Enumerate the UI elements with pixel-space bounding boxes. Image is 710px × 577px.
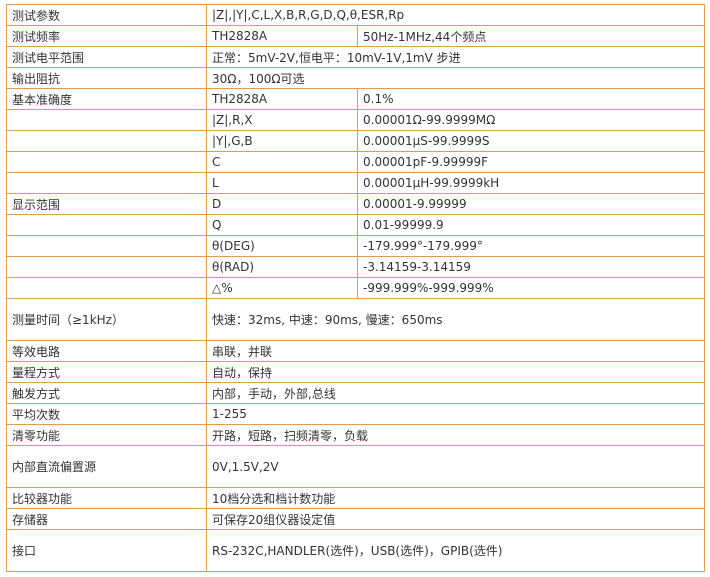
table-cell: 测试参数 bbox=[6, 4, 207, 26]
table-cell: θ(DEG) bbox=[206, 235, 358, 257]
table-cell: 可保存20组仪器设定值 bbox=[205, 508, 706, 530]
table-row: θ(RAD) -3.14159-3.14159 bbox=[6, 256, 706, 278]
table-cell bbox=[6, 151, 207, 173]
table-cell: 开路，短路，扫频清零，负载 bbox=[205, 424, 706, 446]
table-row: θ(DEG) -179.999°-179.999° bbox=[6, 235, 706, 257]
table-row: 接口 RS-232C,HANDLER(选件)，USB(选件)，GPIB(选件) bbox=[6, 529, 706, 572]
table-cell: D bbox=[206, 193, 358, 215]
table-cell: 测试电平范围 bbox=[6, 46, 207, 68]
table-cell: C bbox=[206, 151, 358, 173]
table-cell: 0.1% bbox=[356, 88, 706, 110]
table-cell: 内部，手动，外部,总线 bbox=[205, 382, 706, 404]
table-cell: -3.14159-3.14159 bbox=[356, 256, 706, 278]
table-row: 等效电路 串联，并联 bbox=[6, 340, 706, 362]
table-cell: 平均次数 bbox=[6, 403, 207, 425]
table-cell: 比较器功能 bbox=[6, 487, 207, 509]
table-row: 测试电平范围 正常：5mV-2V,恒电平：10mV-1V,1mV 步进 bbox=[6, 46, 706, 68]
table-row: L 0.00001μH-99.9999kH bbox=[6, 172, 706, 194]
table-cell: 基本准确度 bbox=[6, 88, 207, 110]
table-cell: △% bbox=[206, 277, 358, 299]
table-cell: 显示范围 bbox=[6, 193, 207, 215]
spec-table: 测试参数 |Z|,|Y|,C,L,X,B,R,G,D,Q,θ,ESR,Rp 测试频率… bbox=[6, 4, 706, 572]
table-cell bbox=[6, 130, 207, 152]
table-cell: 0.00001μS-99.9999S bbox=[356, 130, 706, 152]
table-cell: 30Ω，100Ω可选 bbox=[205, 67, 706, 89]
table-row: △% -999.999%-999.999% bbox=[6, 277, 706, 299]
table-cell: L bbox=[206, 172, 358, 194]
table-cell: -179.999°-179.999° bbox=[356, 235, 706, 257]
table-cell: 测试频率 bbox=[6, 25, 207, 47]
table-cell: 0.00001pF-9.99999F bbox=[356, 151, 706, 173]
table-cell: 正常：5mV-2V,恒电平：10mV-1V,1mV 步进 bbox=[205, 46, 706, 68]
table-cell: 0.01-99999.9 bbox=[356, 214, 706, 236]
table-cell: 1-255 bbox=[205, 403, 706, 425]
table-cell: RS-232C,HANDLER(选件)，USB(选件)，GPIB(选件) bbox=[205, 529, 706, 572]
table-row: 基本准确度 TH2828A 0.1% bbox=[6, 88, 706, 110]
table-cell: 自动，保持 bbox=[205, 361, 706, 383]
table-row: 测试参数 |Z|,|Y|,C,L,X,B,R,G,D,Q,θ,ESR,Rp bbox=[6, 4, 706, 26]
table-row: 内部直流偏置源 0V,1.5V,2V bbox=[6, 445, 706, 488]
table-cell: 50Hz-1MHz,44个频点 bbox=[356, 25, 706, 47]
table-row: 比较器功能 10档分选和档计数功能 bbox=[6, 487, 706, 509]
table-cell bbox=[6, 214, 207, 236]
table-cell: 测量时间（≥1kHz） bbox=[6, 298, 207, 341]
table-row: |Y|,G,B 0.00001μS-99.9999S bbox=[6, 130, 706, 152]
table-row: 清零功能 开路，短路，扫频清零，负载 bbox=[6, 424, 706, 446]
table-cell: 输出阻抗 bbox=[6, 67, 207, 89]
table-row: C 0.00001pF-9.99999F bbox=[6, 151, 706, 173]
table-cell: 量程方式 bbox=[6, 361, 207, 383]
table-row: Q 0.01-99999.9 bbox=[6, 214, 706, 236]
table-cell: 等效电路 bbox=[6, 340, 207, 362]
table-row: 测量时间（≥1kHz） 快速：32ms, 中速：90ms, 慢速：650ms bbox=[6, 298, 706, 341]
table-cell: 0.00001Ω-99.9999MΩ bbox=[356, 109, 706, 131]
table-row: 平均次数 1-255 bbox=[6, 403, 706, 425]
table-cell bbox=[6, 172, 207, 194]
table-cell: 串联，并联 bbox=[205, 340, 706, 362]
table-cell: 0.00001μH-99.9999kH bbox=[356, 172, 706, 194]
table-cell: 存储器 bbox=[6, 508, 207, 530]
table-cell: |Z|,R,X bbox=[206, 109, 358, 131]
table-cell: θ(RAD) bbox=[206, 256, 358, 278]
table-row: 存储器 可保存20组仪器设定值 bbox=[6, 508, 706, 530]
table-cell: TH2828A bbox=[206, 88, 358, 110]
table-cell: 触发方式 bbox=[6, 382, 207, 404]
table-row: |Z|,R,X 0.00001Ω-99.9999MΩ bbox=[6, 109, 706, 131]
table-cell: 接口 bbox=[6, 529, 207, 572]
table-cell bbox=[6, 256, 207, 278]
table-row: 输出阻抗 30Ω，100Ω可选 bbox=[6, 67, 706, 89]
table-cell bbox=[6, 235, 207, 257]
table-cell: 快速：32ms, 中速：90ms, 慢速：650ms bbox=[205, 298, 706, 341]
table-cell: 0V,1.5V,2V bbox=[205, 445, 706, 488]
table-cell: |Z|,|Y|,C,L,X,B,R,G,D,Q,θ,ESR,Rp bbox=[205, 4, 706, 26]
table-cell: 内部直流偏置源 bbox=[6, 445, 207, 488]
table-cell: |Y|,G,B bbox=[206, 130, 358, 152]
table-cell: TH2828A bbox=[206, 25, 358, 47]
table-cell: 10档分选和档计数功能 bbox=[205, 487, 706, 509]
table-cell: 清零功能 bbox=[6, 424, 207, 446]
table-row: 量程方式 自动，保持 bbox=[6, 361, 706, 383]
table-row: 显示范围 D 0.00001-9.99999 bbox=[6, 193, 706, 215]
table-cell: Q bbox=[206, 214, 358, 236]
table-cell: 0.00001-9.99999 bbox=[356, 193, 706, 215]
table-cell bbox=[6, 277, 207, 299]
table-cell bbox=[6, 109, 207, 131]
table-row: 测试频率 TH2828A 50Hz-1MHz,44个频点 bbox=[6, 25, 706, 47]
table-cell: -999.999%-999.999% bbox=[356, 277, 706, 299]
table-row: 触发方式 内部，手动，外部,总线 bbox=[6, 382, 706, 404]
